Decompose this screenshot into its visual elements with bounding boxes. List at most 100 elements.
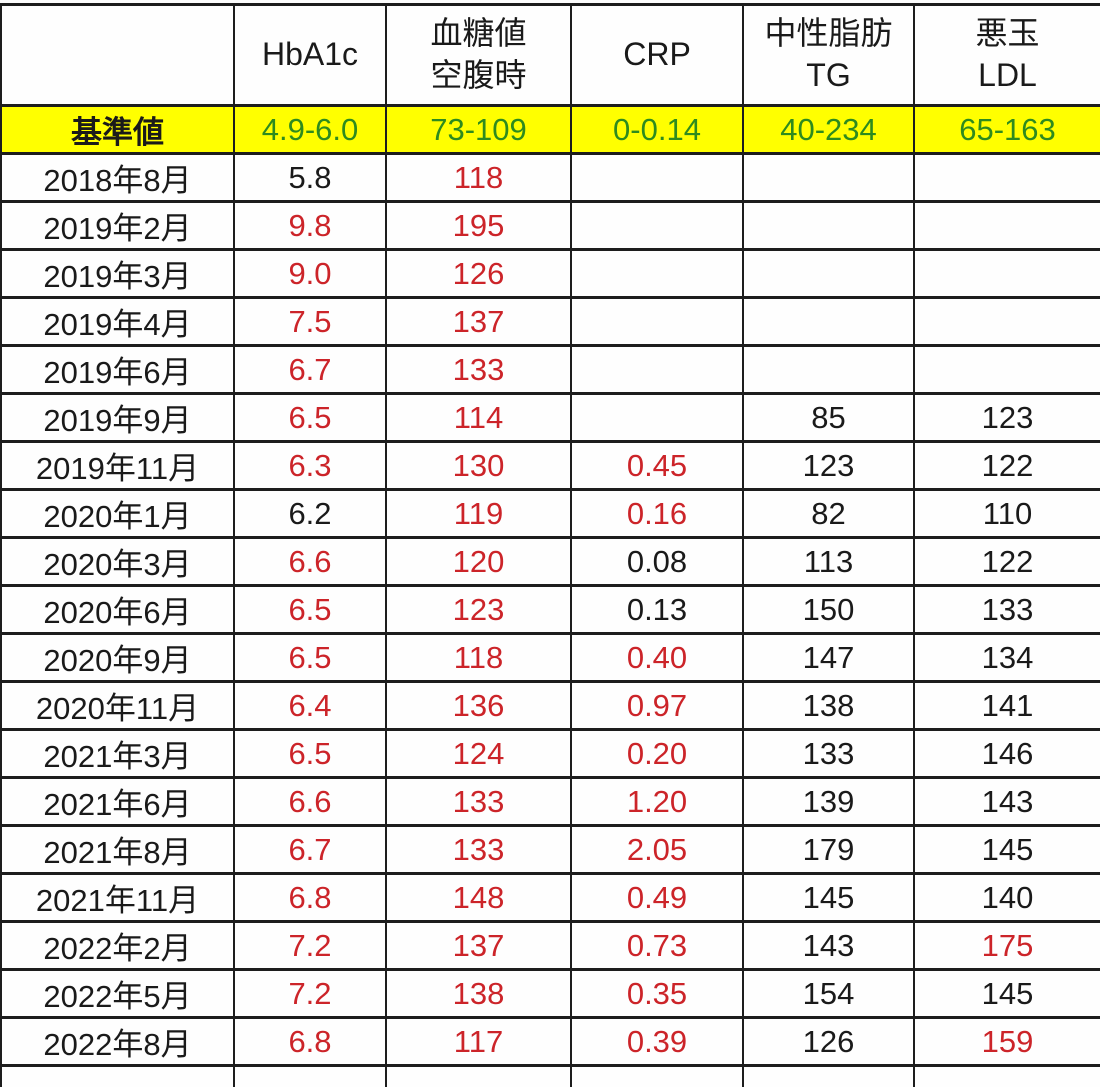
value-cell: 0.20 <box>570 728 744 779</box>
table-row: 2021年11月 6.8 148 0.49 145 140 <box>0 872 1100 923</box>
table-header: HbA1c 血糖値空腹時 CRP 中性脂肪 TG 悪玉 LDL <box>0 3 1100 107</box>
value-cell: 6.6 <box>233 776 387 827</box>
value-cell: 147 <box>742 632 915 683</box>
value-cell: 146 <box>913 728 1100 779</box>
column-header-line: TG <box>806 57 851 93</box>
column-header: 悪玉 LDL <box>913 3 1100 107</box>
value-cell: 141 <box>913 680 1100 731</box>
row-date: 2019年3月 <box>0 248 235 299</box>
value-cell: 136 <box>385 680 572 731</box>
value-cell <box>742 248 915 299</box>
value-cell: 0.45 <box>570 440 744 491</box>
value-cell: 145 <box>913 824 1100 875</box>
value-cell: 175 <box>913 920 1100 971</box>
value-cell: 133 <box>385 776 572 827</box>
table-row: 2020年9月 6.5 118 0.40 147 134 <box>0 632 1100 683</box>
value-cell: 114 <box>385 392 572 443</box>
value-cell: 6.7 <box>233 824 387 875</box>
value-cell: 0.97 <box>570 680 744 731</box>
value-cell: 6.7 <box>233 344 387 395</box>
row-date: 2020年1月 <box>0 488 235 539</box>
column-header-line: 血糖値 <box>430 15 527 52</box>
value-cell: 133 <box>385 344 572 395</box>
value-cell: 0.35 <box>570 968 744 1019</box>
reference-row: 基準値 4.9-6.0 73-109 0-0.14 40-234 65-163 <box>0 104 1100 155</box>
value-cell: 138 <box>742 680 915 731</box>
value-cell: 118 <box>385 152 572 203</box>
value-cell: 145 <box>742 872 915 923</box>
row-date: 2021年3月 <box>0 728 235 779</box>
value-cell: 6.5 <box>233 392 387 443</box>
value-cell: 6.3 <box>233 440 387 491</box>
row-date: 2018年8月 <box>0 152 235 203</box>
table-row: 2022年8月 6.8 117 0.39 126 159 <box>0 1016 1100 1067</box>
value-cell: 139 <box>742 776 915 827</box>
row-date: 2019年4月 <box>0 296 235 347</box>
value-cell: 119 <box>385 488 572 539</box>
value-cell: 123 <box>385 584 572 635</box>
column-header-line: 中性脂肪 <box>764 15 893 52</box>
value-cell: 137 <box>385 296 572 347</box>
value-cell: 6.5 <box>233 632 387 683</box>
row-date: 2021年11月 <box>0 872 235 923</box>
value-cell: 150 <box>742 584 915 635</box>
reference-value: 4.9-6.0 <box>233 104 387 155</box>
value-cell <box>570 152 744 203</box>
value-cell: 148 <box>385 872 572 923</box>
table-row: 2019年9月 6.5 114 85 123 <box>0 392 1100 443</box>
empty-cell <box>570 1064 744 1087</box>
row-date: 2021年6月 <box>0 776 235 827</box>
empty-cell <box>742 1064 915 1087</box>
reference-value: 65-163 <box>913 104 1100 155</box>
column-header-line: HbA1c <box>261 36 359 73</box>
column-header-line: LDL <box>978 57 1037 93</box>
row-date: 2019年2月 <box>0 200 235 251</box>
value-cell: 7.5 <box>233 296 387 347</box>
value-cell <box>913 248 1100 299</box>
value-cell: 6.5 <box>233 728 387 779</box>
value-cell: 118 <box>385 632 572 683</box>
empty-cell <box>385 1064 572 1087</box>
value-cell: 143 <box>913 776 1100 827</box>
table-row: 2020年3月 6.6 120 0.08 113 122 <box>0 536 1100 587</box>
value-cell: 0.39 <box>570 1016 744 1067</box>
row-date: 2019年6月 <box>0 344 235 395</box>
value-cell <box>913 200 1100 251</box>
table-row: 2019年3月 9.0 126 <box>0 248 1100 299</box>
value-cell: 195 <box>385 200 572 251</box>
table-row: 2020年1月 6.2 119 0.16 82 110 <box>0 488 1100 539</box>
value-cell: 82 <box>742 488 915 539</box>
column-header: 中性脂肪 TG <box>742 3 915 107</box>
value-cell: 0.13 <box>570 584 744 635</box>
value-cell <box>570 344 744 395</box>
value-cell: 7.2 <box>233 920 387 971</box>
table-row: 2019年6月 6.7 133 <box>0 344 1100 395</box>
value-cell: 133 <box>742 728 915 779</box>
value-cell: 110 <box>913 488 1100 539</box>
row-date: 2022年8月 <box>0 1016 235 1067</box>
value-cell: 5.8 <box>233 152 387 203</box>
value-cell: 6.6 <box>233 536 387 587</box>
value-cell: 137 <box>385 920 572 971</box>
value-cell: 130 <box>385 440 572 491</box>
value-cell: 126 <box>742 1016 915 1067</box>
value-cell: 122 <box>913 536 1100 587</box>
value-cell: 6.5 <box>233 584 387 635</box>
table-row: 2022年5月 7.2 138 0.35 154 145 <box>0 968 1100 1019</box>
reference-value: 0-0.14 <box>570 104 744 155</box>
reference-value: 73-109 <box>385 104 572 155</box>
column-header: CRP <box>570 3 744 107</box>
value-cell: 138 <box>385 968 572 1019</box>
value-cell: 143 <box>742 920 915 971</box>
row-date: 2021年8月 <box>0 824 235 875</box>
table-body: 基準値 4.9-6.0 73-109 0-0.14 40-234 65-163 2018年8… <box>0 104 1100 1087</box>
value-cell <box>742 152 915 203</box>
value-cell: 9.0 <box>233 248 387 299</box>
value-cell: 154 <box>742 968 915 1019</box>
column-header-line: 空腹時 <box>430 57 527 93</box>
value-cell <box>570 296 744 347</box>
reference-label: 基準値 <box>0 104 235 155</box>
value-cell: 6.2 <box>233 488 387 539</box>
empty-cell <box>233 1064 387 1087</box>
value-cell: 1.20 <box>570 776 744 827</box>
